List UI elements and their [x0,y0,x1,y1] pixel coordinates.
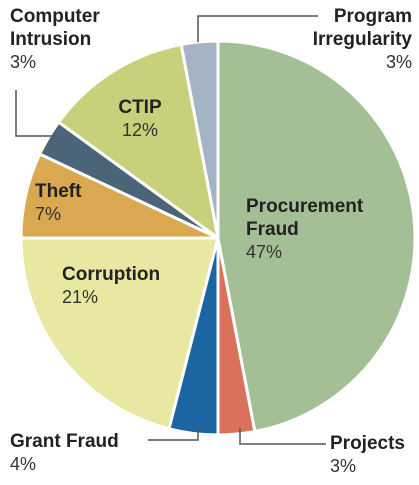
value-label: 7% [35,204,62,224]
slice-label: Projects 3% [330,432,410,478]
category-name: Procurement Fraud [246,196,364,240]
pie-slice [216,39,417,434]
category-name: Grant Fraud [10,431,119,452]
category-name: Corruption [62,264,161,285]
value-label: 21% [62,287,99,307]
leader-lines [15,15,326,445]
slice-label: Grant Fraud 4% [10,430,140,476]
leader-line [239,428,326,445]
leader-line [148,428,199,441]
leader-line [15,90,56,137]
value-label: 12% [121,120,159,140]
category-name: Theft [35,181,82,202]
slice-label: Theft 7% [35,180,105,226]
category-name: Projects [330,433,405,454]
slice-label: Computer Intrusion 3% [10,5,125,74]
leader-line [197,15,318,42]
value-label: 3% [330,456,357,476]
value-label: 3% [385,52,412,72]
value-label: 3% [10,52,37,72]
value-label: 47% [246,242,283,262]
slice-label: Corruption 21% [62,263,182,309]
pie-slice [19,236,220,431]
value-label: 4% [10,454,37,474]
slice-label: CTIP 12% [110,96,170,142]
slice-label: Procurement Fraud 47% [246,195,386,264]
category-name: CTIP [118,97,162,118]
pie-slice [56,42,221,242]
category-name: Program Irregularity [312,6,412,50]
slice-label: Program Irregularity 3% [290,5,412,74]
category-name: Computer Intrusion [10,6,100,50]
